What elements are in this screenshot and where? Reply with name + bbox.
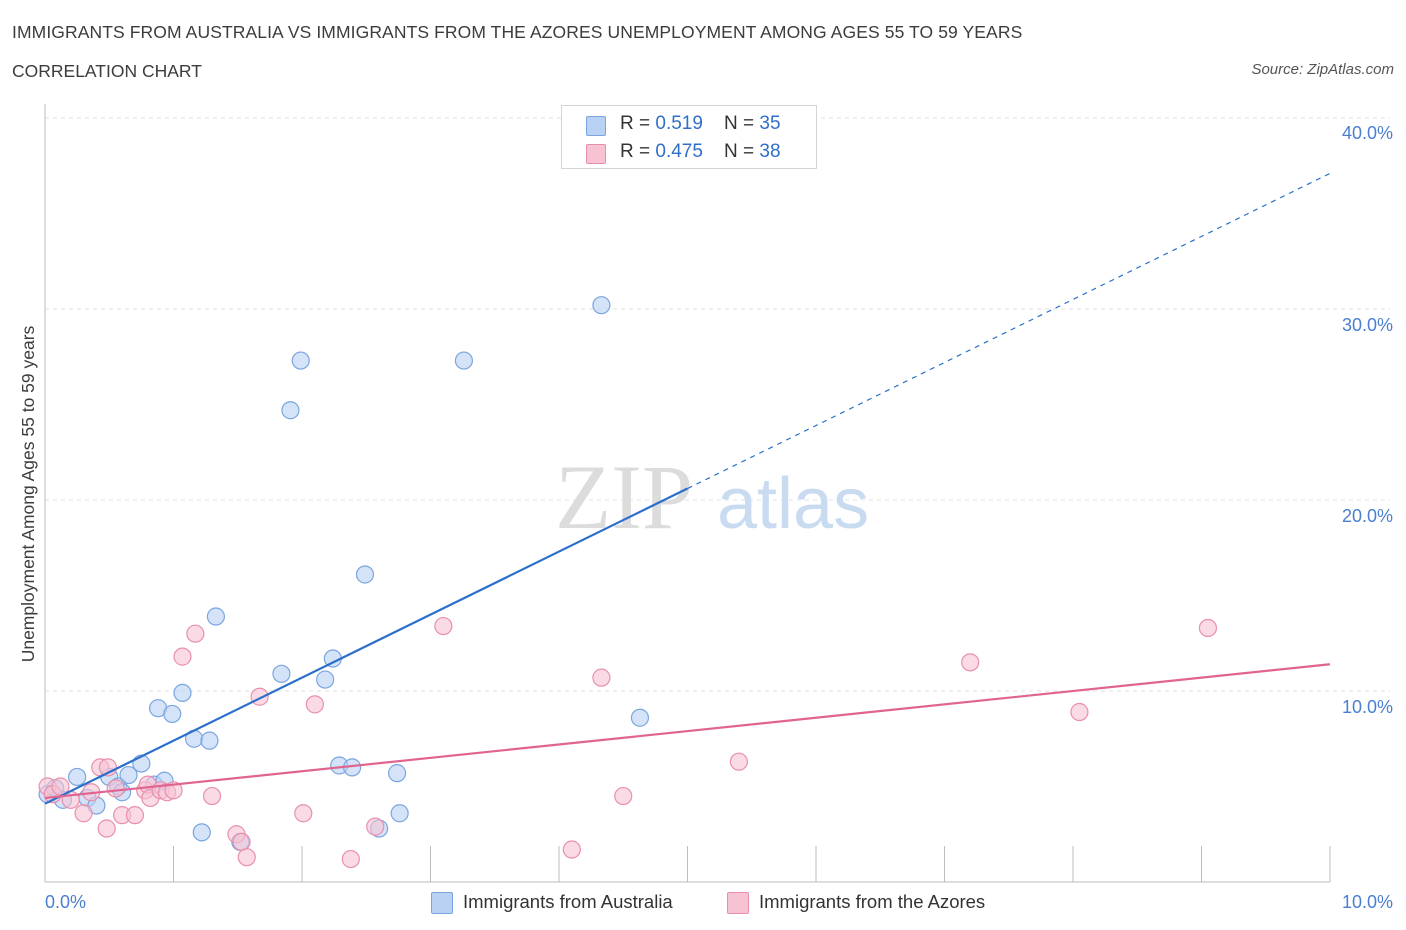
bottom-legend-swatch-australia — [431, 892, 453, 914]
point-australia — [281, 401, 300, 420]
legend-n-value: 35 — [759, 113, 781, 134]
bottom-legend-label-azores: Immigrants from the Azores — [759, 891, 986, 912]
point-azores — [237, 848, 256, 867]
y-tick-label: 40.0% — [1342, 123, 1393, 143]
point-azores — [341, 849, 360, 869]
point-azores — [97, 819, 116, 838]
legend-n-value: 38 — [759, 141, 781, 162]
point-azores — [1198, 618, 1218, 638]
legend-r-value: 0.475 — [655, 141, 703, 162]
trendline-australia-projection — [687, 172, 1331, 490]
legend-swatch-azores — [586, 144, 606, 164]
trendline-australia — [44, 487, 688, 805]
point-azores — [729, 752, 749, 771]
watermark-atlas: atlas — [717, 464, 869, 544]
x-tick-label-max: 10.0% — [1342, 892, 1393, 912]
point-azores — [173, 647, 192, 666]
point-australia — [163, 704, 182, 724]
legend-r-label: R = — [620, 141, 656, 162]
point-azores — [125, 806, 145, 825]
point-azores — [186, 624, 205, 643]
point-australia — [387, 764, 407, 783]
point-azores — [294, 804, 313, 823]
y-axis-label: Unemployment Among Ages 55 to 59 years — [18, 325, 38, 662]
legend-n-label: N = — [724, 141, 760, 162]
point-australia — [355, 565, 375, 584]
trendlines — [44, 172, 1331, 805]
bottom-legend-swatch-azores — [727, 892, 749, 914]
point-azores — [232, 832, 251, 851]
gridlines — [45, 117, 1390, 692]
point-australia — [291, 351, 310, 370]
point-australia — [119, 765, 138, 785]
stats-legend: R = 0.519 N = 35 R = 0.475 N = 38 — [561, 105, 817, 169]
legend-swatch-australia — [586, 116, 606, 136]
point-australia — [316, 670, 335, 689]
point-australia — [630, 708, 650, 727]
legend-r-value: 0.519 — [655, 113, 703, 134]
y-tick-label: 10.0% — [1342, 697, 1393, 717]
bottom-legend-label-australia: Immigrants from Australia — [463, 891, 673, 912]
point-azores — [202, 786, 222, 806]
legend-n-label: N = — [724, 113, 760, 134]
y-tick-labels: 10.0% 20.0% 30.0% 40.0% — [1342, 123, 1393, 717]
point-australia — [272, 664, 291, 683]
point-australia — [592, 296, 611, 315]
point-australia — [390, 804, 409, 823]
point-australia — [206, 607, 226, 626]
point-azores — [562, 840, 581, 859]
point-azores — [74, 804, 93, 823]
point-azores — [434, 616, 453, 636]
source-credit: Source: ZipAtlas.com — [1251, 61, 1394, 78]
chart-subtitle: CORRELATION CHART — [12, 61, 202, 81]
point-australia — [173, 683, 192, 703]
y-tick-label: 20.0% — [1342, 506, 1393, 526]
chart-title: IMMIGRANTS FROM AUSTRALIA VS IMMIGRANTS … — [12, 22, 1023, 42]
trendline-azores — [44, 663, 1331, 800]
watermark: ZIP atlas — [555, 446, 869, 548]
point-azores — [106, 779, 125, 798]
legend-r-label: R = — [620, 113, 656, 134]
point-australia — [192, 823, 211, 842]
x-tick-labels: 0.0% 10.0% — [45, 892, 1393, 912]
point-australia — [454, 351, 474, 370]
point-australia — [68, 767, 87, 787]
point-azores — [961, 653, 980, 672]
axes — [44, 104, 1331, 883]
point-australia — [200, 731, 219, 750]
point-azores — [366, 817, 385, 836]
point-azores — [305, 695, 324, 714]
x-tick-label-min: 0.0% — [45, 892, 86, 912]
point-azores — [592, 668, 611, 687]
point-azores — [1070, 702, 1089, 722]
y-tick-label: 30.0% — [1342, 315, 1393, 335]
point-azores — [614, 786, 633, 806]
